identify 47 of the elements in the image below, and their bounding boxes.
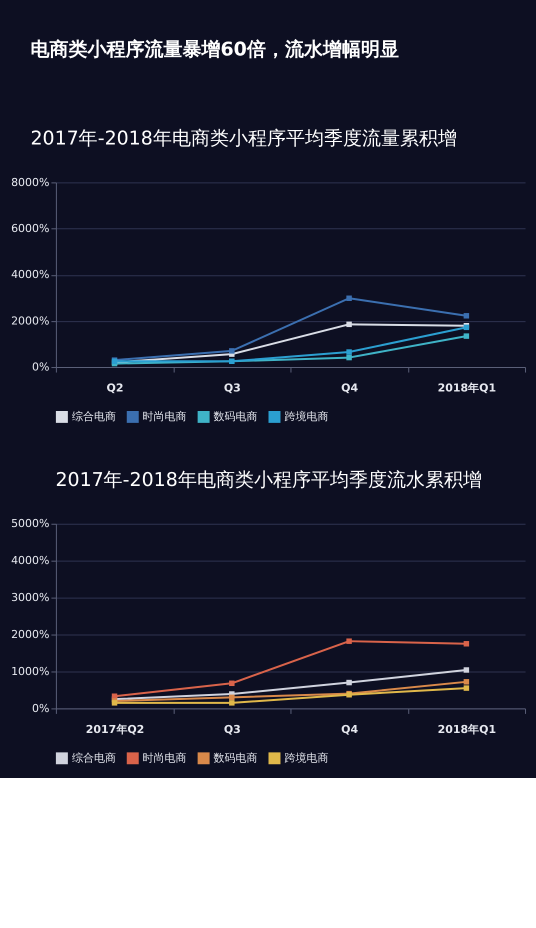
y-tick-label: 4000% <box>11 554 50 568</box>
y-tick-label: 0% <box>32 360 50 374</box>
point <box>229 680 235 686</box>
legend-label: 跨境电商 <box>284 410 328 423</box>
y-tick-label: 1000% <box>11 664 50 678</box>
y-tick-label: 2000% <box>11 314 50 328</box>
point <box>346 349 352 355</box>
y-tick-label: 0% <box>32 702 50 715</box>
legend-label: 跨境电商 <box>284 751 328 764</box>
legend-label: 数码电商 <box>214 751 258 764</box>
y-tick-label: 2000% <box>11 628 50 642</box>
point <box>346 638 352 644</box>
y-tick-label: 8000% <box>11 176 50 189</box>
point <box>229 700 235 706</box>
point <box>464 685 470 691</box>
legend-label: 时尚电商 <box>142 751 187 764</box>
x-tick-label: Q3 <box>224 381 241 394</box>
legend-label: 数码电商 <box>214 410 258 423</box>
point <box>229 348 235 354</box>
legend-label: 综合电商 <box>72 751 116 764</box>
point <box>464 313 470 319</box>
point <box>464 667 470 673</box>
chart-title: 2017年-2018年电商类小程序平均季度流水累积增 <box>55 468 482 491</box>
x-tick-label: 2018年Q1 <box>438 381 496 394</box>
point <box>464 679 470 685</box>
point <box>346 680 352 686</box>
x-tick-label: Q4 <box>341 722 358 736</box>
y-tick-label: 5000% <box>11 517 50 530</box>
point <box>229 694 235 700</box>
point <box>464 333 470 339</box>
legend-label: 时尚电商 <box>142 410 187 423</box>
x-tick-label: 2018年Q1 <box>438 722 496 736</box>
y-tick-label: 3000% <box>11 591 50 604</box>
legend-label: 综合电商 <box>72 410 116 423</box>
x-tick-label: Q4 <box>341 381 358 394</box>
point <box>346 296 352 301</box>
x-tick-label: 2017年Q2 <box>86 722 144 736</box>
chart-title: 电商类小程序流量暴增60倍，流水增幅明显 <box>30 38 399 61</box>
chart-subtitle: 2017年-2018年电商类小程序平均季度流量累积增 <box>30 127 457 150</box>
y-tick-label: 6000% <box>11 222 50 236</box>
x-tick-label: Q3 <box>224 722 241 736</box>
point <box>346 322 352 328</box>
y-tick-label: 4000% <box>11 268 50 282</box>
point <box>346 354 352 360</box>
point <box>112 693 118 699</box>
x-tick-label: Q2 <box>106 381 124 394</box>
point <box>464 641 470 647</box>
